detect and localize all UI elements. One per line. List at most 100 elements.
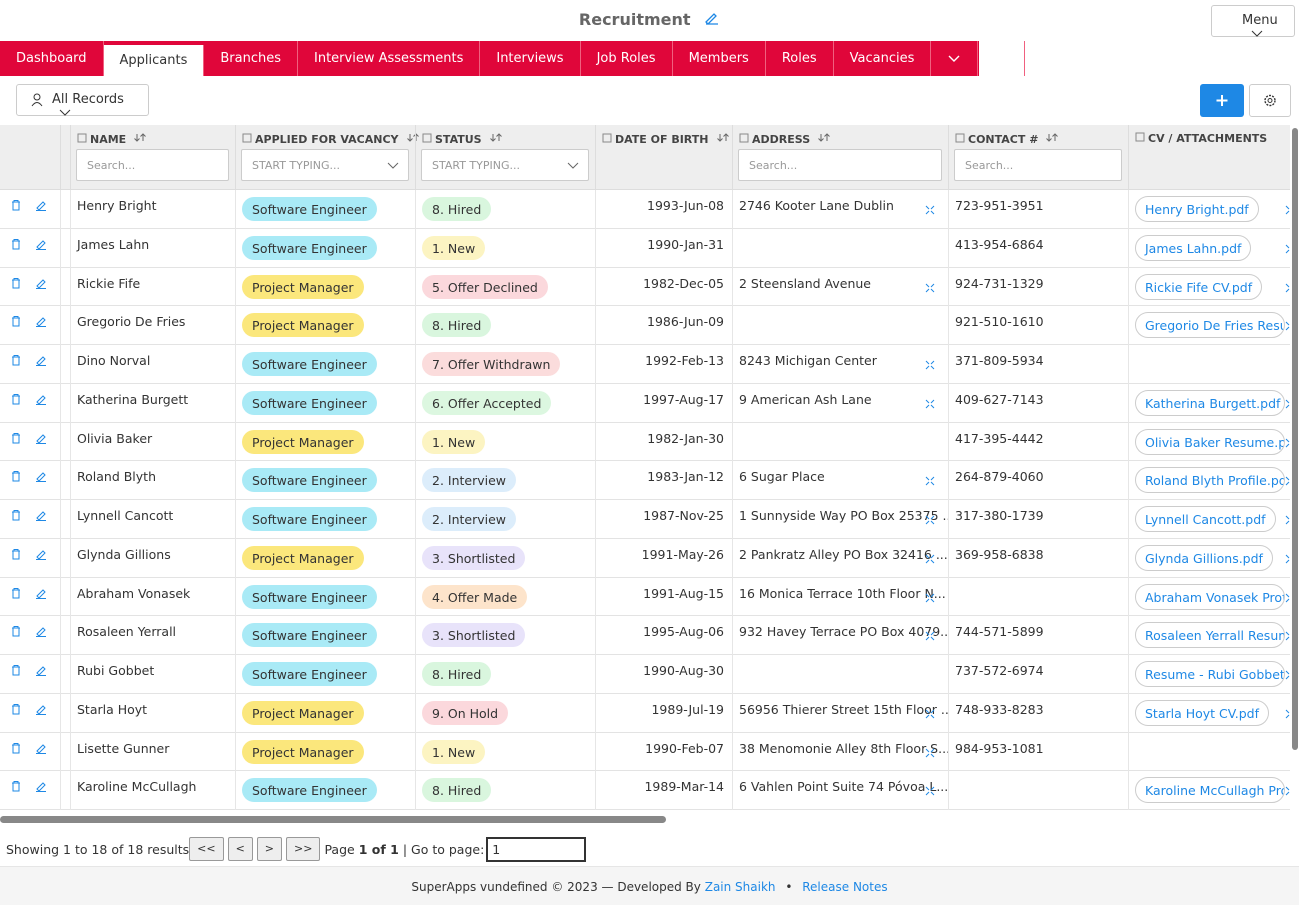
expand-icon[interactable] bbox=[1285, 244, 1290, 254]
page-button[interactable]: << bbox=[189, 837, 224, 861]
expand-icon[interactable] bbox=[1285, 709, 1290, 719]
expand-icon[interactable] bbox=[1285, 515, 1290, 525]
edit-icon[interactable] bbox=[35, 432, 47, 444]
delete-icon[interactable] bbox=[10, 780, 22, 792]
tab-more[interactable] bbox=[931, 41, 979, 76]
expand-icon[interactable] bbox=[925, 515, 935, 525]
delete-icon[interactable] bbox=[10, 548, 22, 560]
edit-icon[interactable] bbox=[35, 199, 47, 211]
tab[interactable]: Roles bbox=[766, 41, 834, 76]
delete-icon[interactable] bbox=[10, 199, 22, 211]
delete-icon[interactable] bbox=[10, 587, 22, 599]
view-selector[interactable]: All Records bbox=[16, 84, 149, 116]
add-button[interactable] bbox=[1200, 84, 1244, 117]
settings-button[interactable] bbox=[1249, 84, 1291, 117]
delete-icon[interactable] bbox=[10, 354, 22, 366]
attachment-link[interactable]: Karoline McCullagh Profi bbox=[1135, 777, 1285, 804]
attachment-link[interactable]: Roland Blyth Profile.pdf bbox=[1135, 467, 1285, 494]
menu-button[interactable]: Menu bbox=[1211, 5, 1295, 37]
attachment-link[interactable]: Henry Bright.pdf bbox=[1135, 196, 1259, 222]
expand-icon[interactable] bbox=[1285, 670, 1290, 680]
edit-icon[interactable] bbox=[35, 703, 47, 715]
expand-icon[interactable] bbox=[1285, 321, 1290, 331]
column-header[interactable]: ADDRESS bbox=[739, 132, 830, 146]
column-header[interactable]: DATE OF BIRTH bbox=[602, 132, 729, 146]
edit-icon[interactable] bbox=[35, 625, 47, 638]
vertical-scrollbar[interactable] bbox=[1292, 128, 1298, 750]
expand-icon[interactable] bbox=[925, 554, 935, 564]
expand-icon[interactable] bbox=[1285, 438, 1290, 448]
horizontal-scrollbar[interactable] bbox=[0, 816, 666, 823]
edit-icon[interactable] bbox=[35, 238, 47, 250]
tab[interactable]: Branches bbox=[204, 41, 299, 76]
expand-icon[interactable] bbox=[1285, 593, 1290, 603]
edit-icon[interactable] bbox=[35, 780, 47, 793]
column-header[interactable]: STATUS bbox=[422, 132, 502, 146]
attachment-link[interactable]: Lynnell Cancott.pdf bbox=[1135, 506, 1276, 532]
delete-icon[interactable] bbox=[10, 625, 22, 637]
expand-icon[interactable] bbox=[1285, 476, 1290, 486]
tab[interactable]: Vacancies bbox=[834, 41, 932, 76]
page-button[interactable]: < bbox=[227, 837, 253, 861]
expand-icon[interactable] bbox=[925, 709, 935, 719]
expand-icon[interactable] bbox=[925, 205, 935, 215]
expand-icon[interactable] bbox=[1285, 554, 1290, 564]
release-notes-link[interactable]: Release Notes bbox=[802, 880, 888, 894]
delete-icon[interactable] bbox=[10, 432, 22, 444]
edit-icon[interactable] bbox=[35, 470, 47, 483]
edit-icon[interactable] bbox=[704, 11, 720, 25]
delete-icon[interactable] bbox=[10, 664, 22, 676]
expand-icon[interactable] bbox=[1285, 205, 1290, 215]
edit-icon[interactable] bbox=[35, 509, 47, 521]
expand-icon[interactable] bbox=[925, 748, 935, 758]
tab[interactable]: Applicants bbox=[103, 45, 205, 76]
expand-icon[interactable] bbox=[925, 283, 935, 293]
column-filter[interactable]: START TYPING... bbox=[421, 149, 589, 181]
edit-icon[interactable] bbox=[35, 742, 47, 754]
attachment-link[interactable]: Gregorio De Fries Resum bbox=[1135, 312, 1285, 339]
attachment-link[interactable]: Katherina Burgett.pdf bbox=[1135, 389, 1285, 416]
column-header[interactable]: CONTACT # bbox=[955, 132, 1059, 146]
expand-icon[interactable] bbox=[925, 360, 935, 370]
page-button[interactable]: > bbox=[256, 837, 283, 861]
attachment-link[interactable]: Rosaleen Yerrall Resume bbox=[1135, 622, 1285, 649]
attachment-link[interactable]: Abraham Vonasek Profile bbox=[1135, 583, 1285, 610]
delete-icon[interactable] bbox=[10, 315, 22, 327]
column-filter[interactable]: Search... bbox=[738, 149, 942, 181]
attachment-link[interactable]: Olivia Baker Resume.pdf bbox=[1135, 428, 1285, 455]
attachment-link[interactable]: Rickie Fife CV.pdf bbox=[1135, 273, 1263, 300]
expand-icon[interactable] bbox=[1285, 786, 1290, 796]
column-header[interactable]: APPLIED FOR VACANCY bbox=[242, 132, 419, 146]
expand-icon[interactable] bbox=[1285, 399, 1290, 409]
expand-icon[interactable] bbox=[925, 786, 935, 796]
delete-icon[interactable] bbox=[10, 742, 22, 754]
expand-icon[interactable] bbox=[1285, 283, 1290, 293]
author-link[interactable]: Zain Shaikh bbox=[704, 880, 776, 894]
expand-icon[interactable] bbox=[925, 476, 935, 486]
delete-icon[interactable] bbox=[10, 470, 22, 482]
edit-icon[interactable] bbox=[35, 354, 47, 366]
column-filter[interactable]: Search... bbox=[954, 149, 1122, 181]
column-header[interactable]: CV / ATTACHMENTS bbox=[1135, 132, 1267, 145]
attachment-link[interactable]: Starla Hoyt CV.pdf bbox=[1135, 699, 1269, 726]
delete-icon[interactable] bbox=[10, 277, 22, 289]
tab[interactable]: Job Roles bbox=[581, 41, 673, 76]
delete-icon[interactable] bbox=[10, 393, 22, 405]
edit-icon[interactable] bbox=[35, 277, 47, 289]
edit-icon[interactable] bbox=[35, 664, 47, 676]
expand-icon[interactable] bbox=[925, 631, 935, 641]
column-filter[interactable]: START TYPING... bbox=[241, 149, 409, 181]
delete-icon[interactable] bbox=[10, 703, 22, 715]
delete-icon[interactable] bbox=[10, 238, 22, 250]
tab[interactable]: Interviews bbox=[480, 41, 581, 76]
edit-icon[interactable] bbox=[35, 587, 47, 599]
column-header[interactable]: NAME bbox=[77, 132, 147, 146]
attachment-link[interactable]: James Lahn.pdf bbox=[1135, 234, 1252, 261]
expand-icon[interactable] bbox=[925, 593, 935, 603]
edit-icon[interactable] bbox=[35, 548, 47, 560]
page-button[interactable]: >> bbox=[286, 837, 321, 861]
delete-icon[interactable] bbox=[10, 509, 22, 521]
attachment-link[interactable]: Glynda Gillions.pdf bbox=[1135, 544, 1273, 571]
goto-input[interactable]: 1 bbox=[486, 836, 587, 862]
expand-icon[interactable] bbox=[1285, 631, 1290, 641]
